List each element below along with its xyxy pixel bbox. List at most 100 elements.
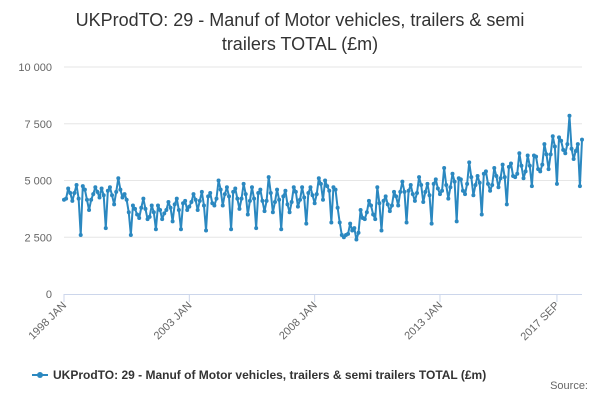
data-point[interactable] (254, 226, 259, 231)
data-point[interactable] (513, 175, 518, 180)
data-point[interactable] (308, 185, 313, 190)
data-point[interactable] (185, 208, 190, 213)
data-point[interactable] (101, 193, 106, 198)
data-point[interactable] (394, 194, 399, 199)
data-point[interactable] (348, 221, 353, 226)
data-point[interactable] (275, 187, 280, 192)
data-point[interactable] (448, 185, 453, 190)
data-point[interactable] (268, 190, 273, 195)
data-point[interactable] (392, 189, 397, 194)
data-point[interactable] (580, 137, 584, 142)
data-point[interactable] (220, 203, 225, 208)
data-point[interactable] (155, 203, 160, 208)
data-point[interactable] (199, 189, 204, 194)
data-point[interactable] (304, 221, 309, 226)
data-point[interactable] (116, 176, 121, 181)
data-point[interactable] (247, 198, 252, 203)
data-point[interactable] (78, 232, 83, 237)
data-point[interactable] (366, 198, 371, 203)
data-point[interactable] (488, 188, 493, 193)
data-point[interactable] (206, 194, 211, 199)
data-point[interactable] (508, 161, 513, 166)
data-point[interactable] (473, 183, 478, 188)
data-point[interactable] (272, 200, 277, 205)
data-point[interactable] (321, 197, 325, 202)
data-point[interactable] (429, 221, 434, 226)
data-point[interactable] (281, 194, 286, 199)
data-point[interactable] (204, 228, 209, 233)
data-point[interactable] (519, 163, 524, 168)
data-point[interactable] (160, 217, 165, 222)
data-point[interactable] (364, 210, 369, 215)
data-point[interactable] (421, 200, 426, 205)
data-point[interactable] (557, 135, 562, 140)
data-point[interactable] (329, 220, 334, 225)
data-point[interactable] (446, 196, 451, 201)
data-point[interactable] (151, 210, 156, 215)
data-point[interactable] (314, 192, 319, 197)
data-point[interactable] (298, 197, 303, 202)
data-point[interactable] (233, 186, 238, 191)
data-point[interactable] (548, 152, 553, 157)
data-point[interactable] (216, 178, 221, 183)
data-point[interactable] (97, 195, 102, 200)
data-point[interactable] (573, 148, 578, 153)
data-point[interactable] (371, 212, 376, 217)
data-point[interactable] (187, 204, 192, 209)
data-point[interactable] (565, 142, 570, 147)
data-point[interactable] (139, 205, 144, 210)
data-point[interactable] (222, 192, 227, 197)
data-point[interactable] (262, 209, 267, 214)
data-point[interactable] (323, 178, 328, 183)
data-point[interactable] (358, 208, 363, 213)
data-point[interactable] (559, 138, 564, 143)
data-point[interactable] (486, 181, 491, 186)
data-point[interactable] (504, 202, 509, 207)
data-point[interactable] (444, 183, 449, 188)
data-point[interactable] (208, 190, 213, 195)
data-point[interactable] (295, 204, 300, 209)
data-point[interactable] (406, 188, 411, 193)
data-point[interactable] (112, 202, 117, 207)
data-point[interactable] (137, 215, 142, 220)
data-point[interactable] (427, 193, 432, 198)
data-point[interactable] (496, 185, 501, 190)
data-point[interactable] (542, 142, 547, 147)
data-point[interactable] (375, 185, 380, 190)
data-point[interactable] (379, 228, 384, 233)
data-point[interactable] (400, 179, 405, 184)
data-point[interactable] (398, 189, 403, 194)
data-point[interactable] (172, 202, 177, 207)
data-point[interactable] (89, 197, 94, 202)
data-point[interactable] (494, 173, 499, 178)
data-point[interactable] (306, 190, 311, 195)
data-point[interactable] (362, 217, 367, 222)
data-point[interactable] (212, 203, 217, 208)
data-point[interactable] (99, 186, 104, 191)
data-point[interactable] (174, 196, 179, 201)
data-point[interactable] (143, 206, 148, 211)
data-point[interactable] (469, 175, 474, 180)
data-point[interactable] (544, 152, 549, 157)
data-point[interactable] (231, 189, 236, 194)
data-point[interactable] (95, 189, 100, 194)
data-point[interactable] (270, 210, 275, 215)
data-point[interactable] (291, 185, 296, 190)
data-point[interactable] (377, 201, 382, 206)
data-point[interactable] (126, 210, 131, 215)
data-point[interactable] (387, 209, 392, 214)
data-point[interactable] (128, 232, 133, 237)
data-point[interactable] (201, 203, 206, 208)
data-point[interactable] (170, 219, 175, 224)
data-point[interactable] (490, 183, 495, 188)
data-point[interactable] (440, 188, 445, 193)
data-point[interactable] (561, 147, 566, 152)
data-point[interactable] (417, 175, 422, 180)
data-point[interactable] (383, 194, 388, 199)
data-point[interactable] (312, 201, 317, 206)
data-point[interactable] (454, 219, 459, 224)
data-point[interactable] (124, 197, 129, 202)
data-point[interactable] (337, 220, 342, 225)
data-point[interactable] (567, 113, 572, 118)
data-point[interactable] (193, 197, 198, 202)
